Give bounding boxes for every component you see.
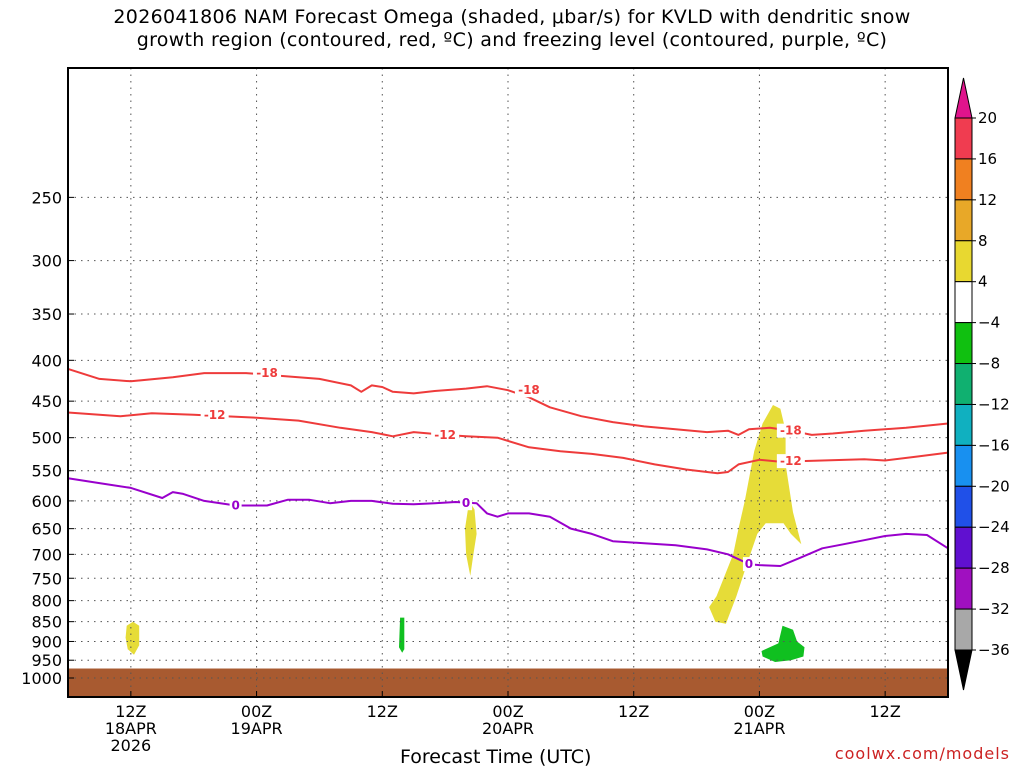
omega-region-0 [125,621,140,655]
colorbar-label: −28 [978,559,1010,577]
colorbar-segment [954,485,973,528]
y-tick-label: 500 [31,429,62,448]
y-tick-label: 400 [31,351,62,370]
contour-label-bg [200,407,229,422]
colorbar-segment [954,403,973,446]
contour-line-1 [67,411,949,475]
y-tick-label: 900 [31,632,62,651]
colorbar-segment [954,322,973,365]
x-tick-label: 21APR [733,719,785,738]
colorbar-segment [954,117,973,160]
x-tick-label: 20APR [482,719,534,738]
colorbar-label: −8 [978,355,1000,373]
colorbar-segment [954,608,973,651]
contour-label: -18 [518,383,540,397]
contour-layer: -18 -18 -18 -12 -12 -12 0 0 0 [67,366,949,572]
title-line-2: growth region (contoured, red, ºC) and f… [136,29,888,51]
x-axis-label: Forecast Time (UTC) [400,746,592,768]
y-tick-label: 950 [31,651,62,670]
colorbar: 20 16 12 8 4 −4 −8 −12 −16 −20 −24 −28 −32 −36 [954,77,1010,691]
y-tick-label: 550 [31,462,62,481]
colorbar-label: 4 [978,273,988,291]
colorbar-segment [954,567,973,610]
contour-label-bg [460,496,473,511]
x-tick-label: 00Z [492,702,523,721]
contour-label-bg [229,498,242,513]
colorbar-segment [954,363,973,405]
contour-label: -18 [256,366,278,380]
colorbar-label: 16 [978,150,997,168]
colorbar-label: −16 [978,436,1010,454]
contour-label-bg [431,427,460,442]
y-tick-label: 250 [31,188,62,207]
y-tick-label: 750 [31,569,62,588]
omega-shading-layer [125,405,805,662]
contour-label-bg [776,454,805,469]
contour-label: 0 [231,498,239,512]
contour-label-bg [514,383,543,398]
y-tick-label: 600 [31,492,62,511]
omega-region-4 [761,625,805,662]
x-tick-label: 12Z [115,702,146,721]
colorbar-segment [954,526,973,569]
colorbar-segment [954,444,973,487]
contour-label: -18 [780,424,802,438]
y-tick-label: 850 [31,613,62,632]
y-tick-label: 700 [31,545,62,564]
x-tick-label: 12Z [869,702,900,721]
x-tick-label: 18APR [105,719,157,738]
y-tick-label: 650 [31,520,62,539]
credit-text: coolwx.com/models [834,744,1010,763]
colorbar-label: −12 [978,395,1010,413]
contour-label: -12 [204,408,226,422]
colorbar-label: −32 [978,600,1010,618]
x-tick-label: 2026 [110,736,151,755]
colorbar-label: −4 [978,314,1000,332]
omega-region-1 [465,500,477,576]
contour-label-bg [776,423,805,438]
colorbar-label: 8 [978,232,988,250]
colorbar-segment [954,281,973,324]
title-line-1: 2026041806 NAM Forecast Omega (shaded, μ… [113,6,911,28]
omega-region-2 [709,405,802,624]
contour-label: -12 [434,428,456,442]
contour-label-bg [742,557,755,572]
colorbar-segment [954,199,973,242]
contour-line-0 [67,367,949,436]
x-tick-label: 19APR [231,719,283,738]
contour-label-bg [253,366,282,381]
y-axis: 2503003504004505005506006507007508008509… [21,188,74,688]
grid-layer [68,68,948,697]
colorbar-segment [954,240,973,283]
y-tick-label: 800 [31,592,62,611]
x-tick-label: 00Z [744,702,775,721]
colorbar-label: −36 [978,641,1010,659]
contour-label: -12 [780,454,802,468]
chart-title: 2026041806 NAM Forecast Omega (shaded, μ… [0,6,1024,52]
colorbar-segment [954,158,973,201]
x-tick-label: 00Z [241,702,272,721]
colorbar-label: 20 [978,109,997,127]
colorbar-label: 12 [978,191,997,209]
colorbar-bottom-arrow [954,649,973,691]
y-tick-label: 450 [31,392,62,411]
y-tick-label: 350 [31,305,62,324]
y-tick-label: 300 [31,252,62,271]
omega-region-3 [399,617,405,653]
x-tick-label: 12Z [367,702,398,721]
colorbar-top-arrow [954,77,973,119]
plot-frame [67,67,949,698]
x-tick-label: 12Z [618,702,649,721]
contour-label: 0 [745,557,753,571]
contour-label: 0 [462,496,470,510]
colorbar-label: −24 [978,518,1010,536]
y-tick-label: 1000 [21,669,62,688]
colorbar-label: −20 [978,477,1010,495]
